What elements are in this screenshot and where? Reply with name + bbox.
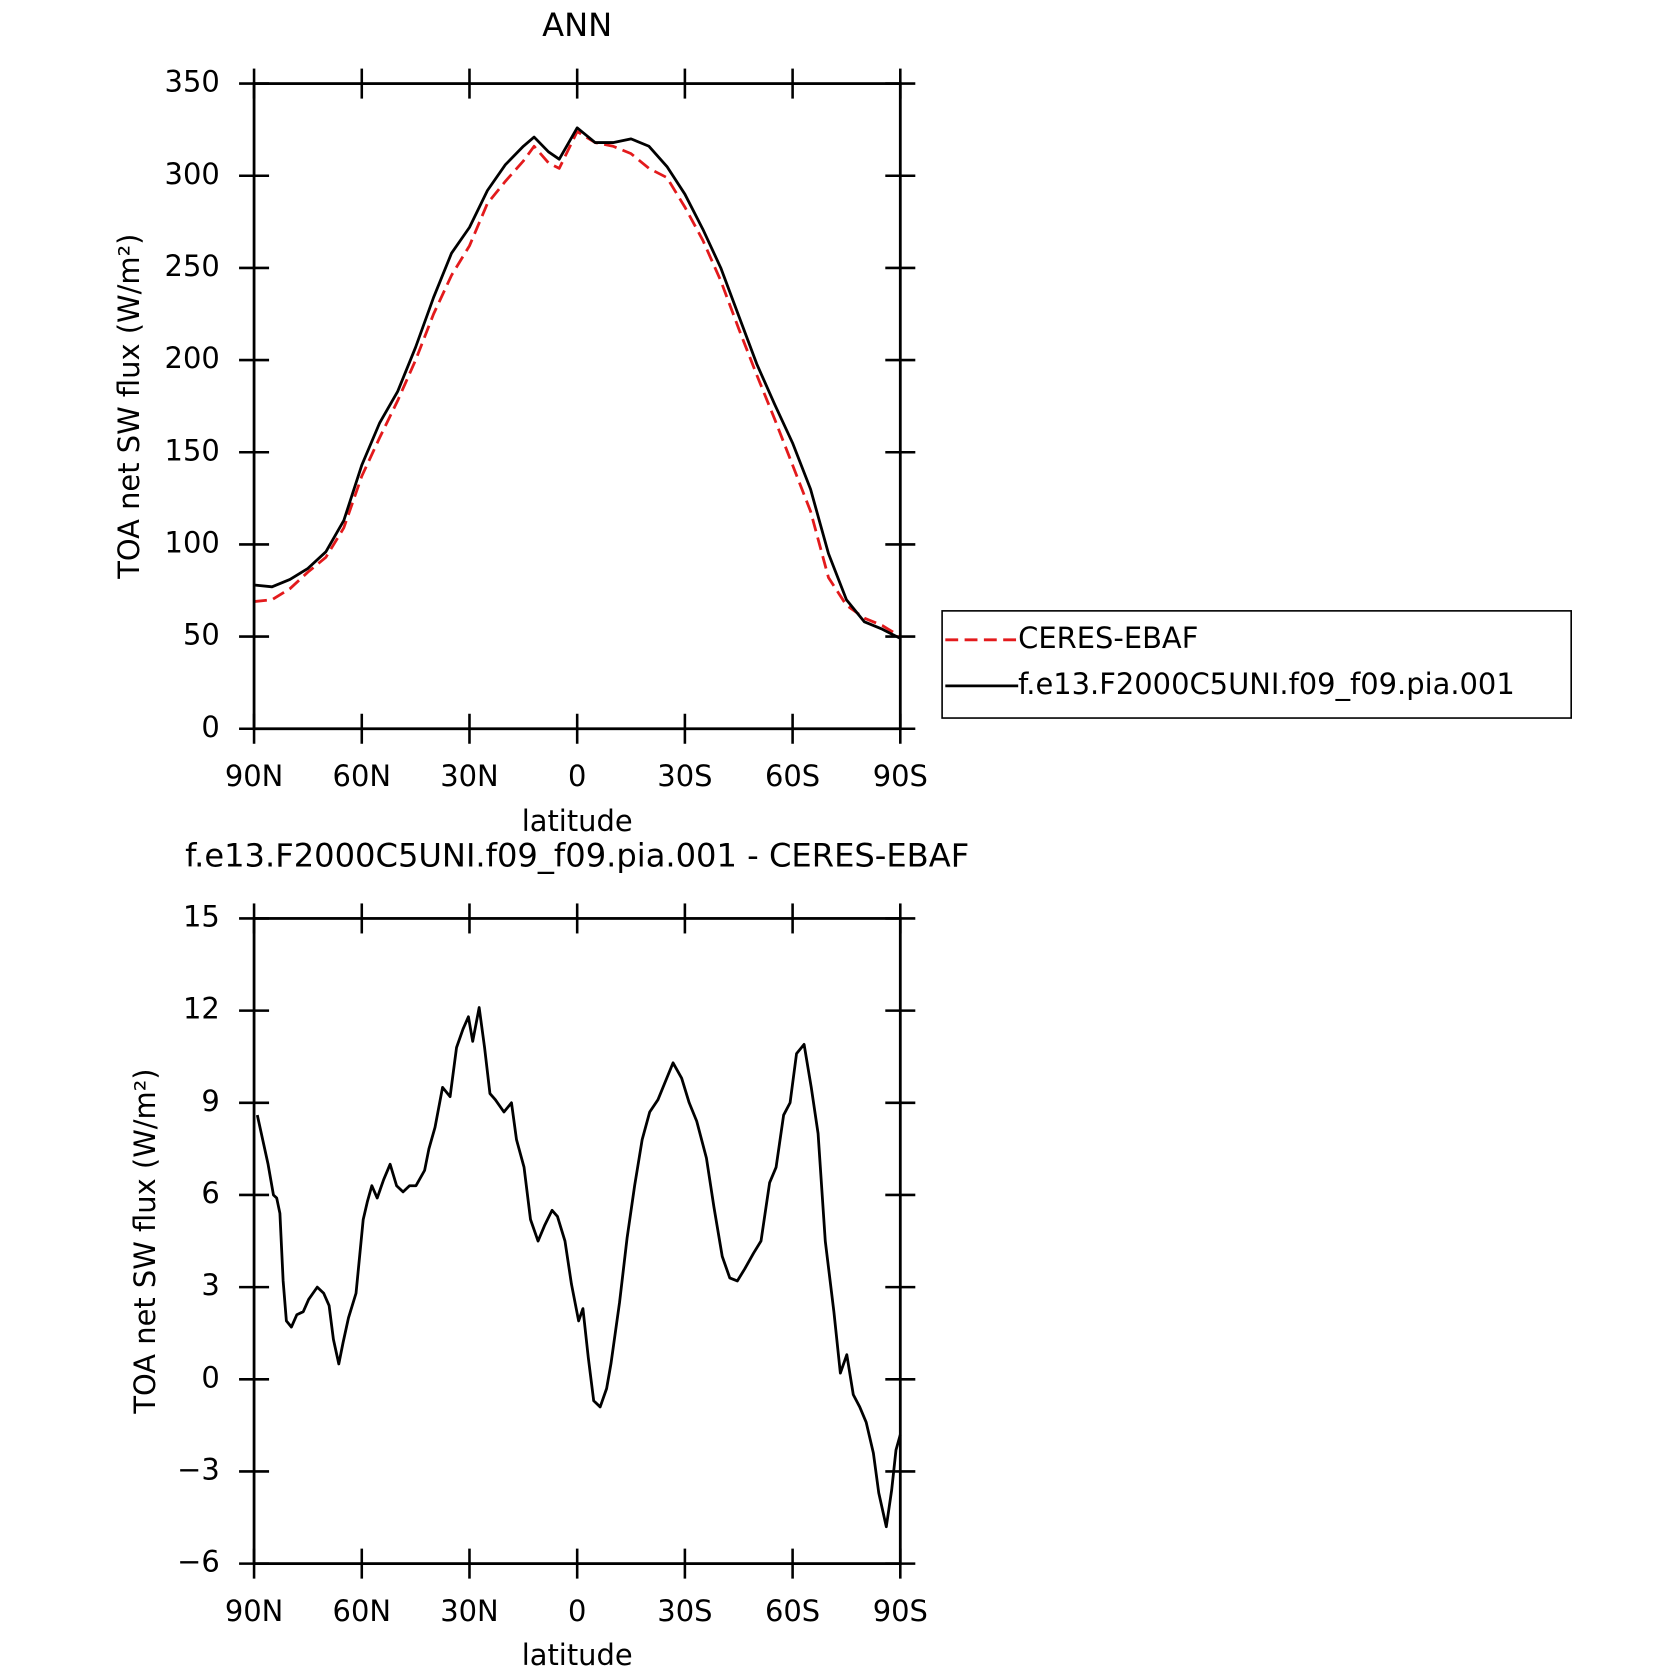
chart-title: ANN bbox=[542, 6, 612, 44]
y-tick-label: 150 bbox=[165, 433, 220, 467]
y-tick-label: 0 bbox=[201, 710, 219, 744]
data-line bbox=[253, 126, 901, 640]
y-tick-label: −3 bbox=[177, 1452, 220, 1486]
x-tick-label: 0 bbox=[568, 1594, 586, 1628]
y-tick-label: 100 bbox=[165, 525, 220, 559]
y-tick-label: −6 bbox=[177, 1545, 220, 1579]
legend-label: CERES-EBAF bbox=[1018, 621, 1198, 655]
x-tick-label: 90N bbox=[225, 759, 283, 793]
x-axis-label: latitude bbox=[522, 1638, 633, 1672]
y-tick-label: 15 bbox=[183, 899, 220, 933]
x-tick-label: 60S bbox=[765, 759, 820, 793]
x-tick-label: 90N bbox=[225, 1594, 283, 1628]
y-tick-label: 3 bbox=[201, 1268, 219, 1302]
x-tick-label: 0 bbox=[568, 759, 586, 793]
y-tick-label: 350 bbox=[165, 65, 220, 99]
x-tick-label: 30N bbox=[440, 759, 498, 793]
y-tick-label: 9 bbox=[201, 1084, 219, 1118]
data-line bbox=[255, 1006, 902, 1529]
y-tick-label: 6 bbox=[201, 1176, 219, 1210]
y-tick-label: 250 bbox=[165, 249, 220, 283]
plot-frame bbox=[252, 917, 902, 1566]
legend-label: f.e13.F2000C5UNI.f09_f09.pia.001 bbox=[1018, 667, 1515, 701]
y-tick-label: 300 bbox=[165, 157, 220, 191]
y-tick-label: 50 bbox=[183, 618, 220, 652]
plot-frame bbox=[252, 82, 902, 731]
y-tick-label: 200 bbox=[165, 341, 220, 375]
x-tick-label: 30S bbox=[657, 1594, 712, 1628]
x-tick-label: 90S bbox=[873, 1594, 928, 1628]
chart-title: f.e13.F2000C5UNI.f09_f09.pia.001 - CERES… bbox=[185, 836, 969, 874]
y-tick-label: 12 bbox=[183, 992, 220, 1026]
x-tick-label: 30N bbox=[440, 1594, 498, 1628]
x-tick-label: 60S bbox=[765, 1594, 820, 1628]
x-tick-label: 90S bbox=[873, 759, 928, 793]
y-axis-label: TOA net SW flux (W/m²) bbox=[112, 234, 146, 580]
x-tick-label: 60N bbox=[333, 1594, 391, 1628]
y-tick-label: 0 bbox=[201, 1360, 219, 1394]
legend-box bbox=[941, 610, 1572, 719]
x-axis-label: latitude bbox=[522, 804, 633, 838]
x-tick-label: 30S bbox=[657, 759, 712, 793]
x-tick-label: 60N bbox=[333, 759, 391, 793]
data-line bbox=[253, 130, 902, 638]
y-axis-label: TOA net SW flux (W/m²) bbox=[128, 1068, 162, 1414]
